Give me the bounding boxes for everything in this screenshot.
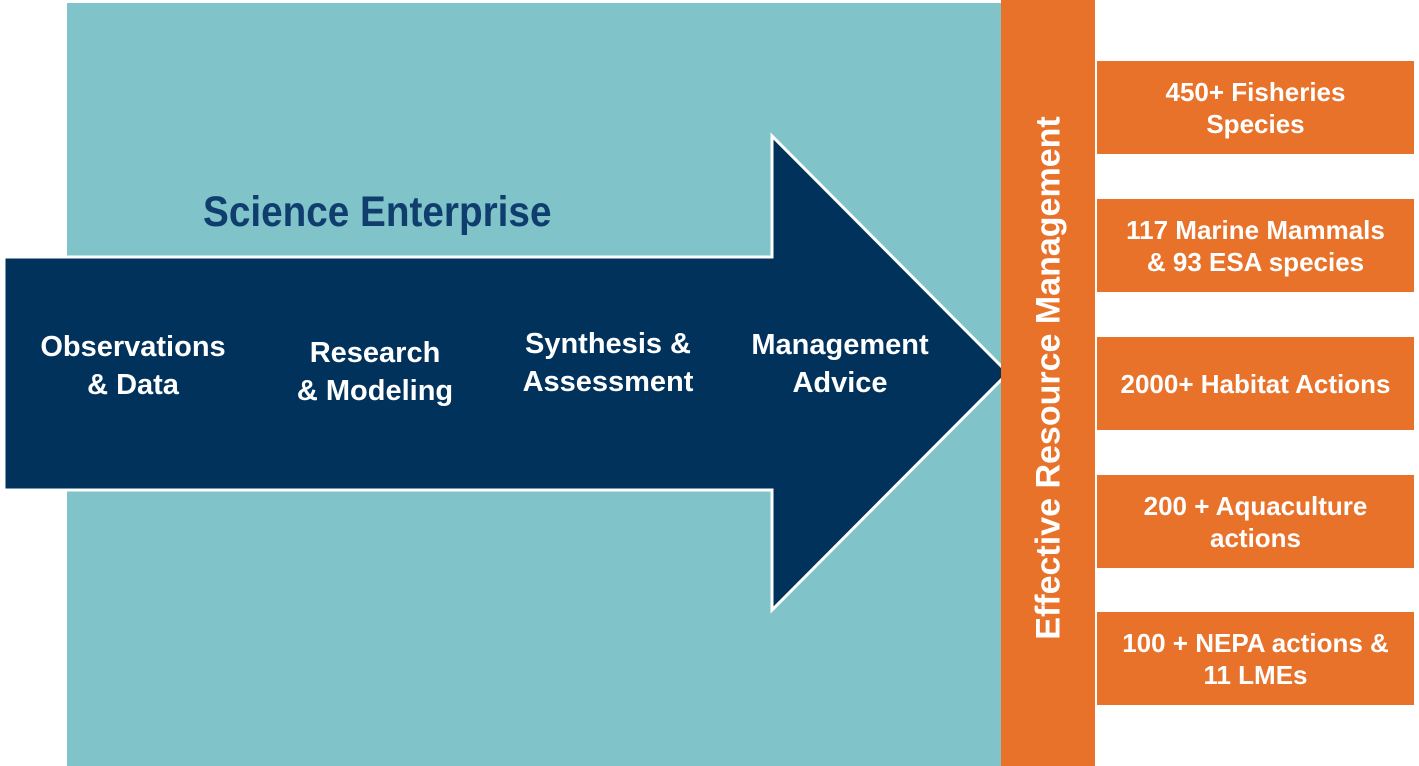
stage-label-line1: Synthesis & <box>525 328 691 360</box>
outcome-label-line1: 117 Marine Mammals <box>1126 214 1385 245</box>
stage-observations-data: Observations & Data <box>20 328 246 404</box>
outcome-label-line2: & 93 ESA species <box>1146 246 1365 277</box>
outcome-label-line2: 11 LMEs <box>1203 659 1308 690</box>
effective-resource-management-label: Effective Resource Management <box>1029 116 1068 640</box>
stage-label-line2: & Modeling <box>296 375 454 407</box>
outcome-label-line2: actions <box>1209 522 1302 553</box>
outcome-nepa-actions-lmes: 100 + NEPA actions & 11 LMEs <box>1097 612 1414 705</box>
stage-label-line2: Advice <box>792 367 888 399</box>
stage-research-modeling: Research & Modeling <box>272 334 478 410</box>
stage-label-line1: Observations <box>40 331 226 363</box>
effective-resource-management-bar <box>1001 0 1095 766</box>
stage-management-advice: Management Advice <box>732 326 948 402</box>
outcome-label-line1: 200 + Aquaculture <box>1143 490 1368 521</box>
stage-label-line2: Assessment <box>522 366 694 398</box>
outcome-habitat-actions: 2000+ Habitat Actions <box>1097 337 1414 430</box>
outcome-label-line1: 100 + NEPA actions & <box>1122 627 1389 658</box>
stage-label-line2: & Data <box>87 369 179 401</box>
outcome-label-line1: 2000+ Habitat Actions <box>1120 368 1391 399</box>
science-enterprise-title: Science Enterprise <box>203 188 552 236</box>
outcome-label-line1: 450+ Fisheries <box>1165 76 1346 107</box>
outcome-aquaculture-actions: 200 + Aquaculture actions <box>1097 475 1414 568</box>
outcome-marine-mammals-esa: 117 Marine Mammals & 93 ESA species <box>1097 199 1414 292</box>
stage-synthesis-assessment: Synthesis & Assessment <box>500 325 716 401</box>
process-arrow-shape <box>2 132 1011 614</box>
stage-label-line1: Research <box>309 337 441 369</box>
outcome-fisheries-species: 450+ Fisheries Species <box>1097 61 1414 154</box>
outcome-label-line2: Species <box>1206 108 1305 139</box>
stage-label-line1: Management <box>751 329 929 361</box>
